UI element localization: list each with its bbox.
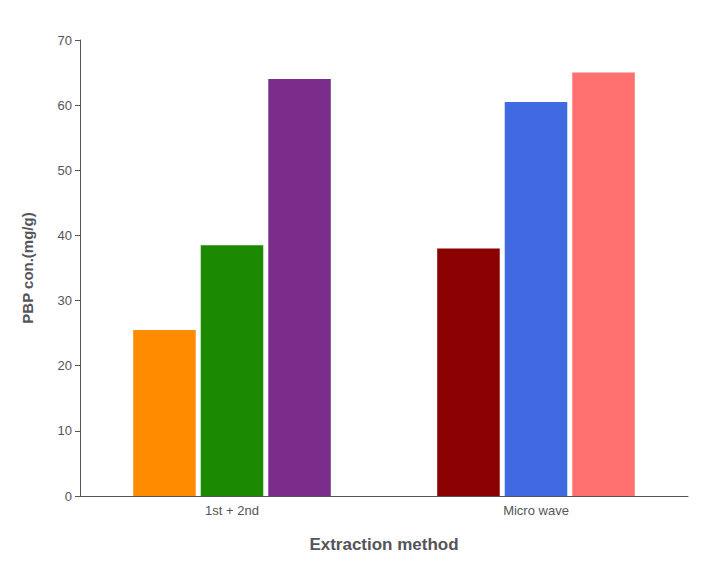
svg-text:0: 0 — [65, 489, 72, 504]
svg-text:20: 20 — [58, 358, 72, 373]
svg-text:30: 30 — [58, 293, 72, 308]
svg-text:70: 70 — [58, 33, 72, 48]
svg-text:1st + 2nd: 1st + 2nd — [205, 503, 259, 518]
svg-text:Micro wave: Micro wave — [503, 503, 569, 518]
svg-text:60: 60 — [58, 98, 72, 113]
svg-text:Extraction method: Extraction method — [309, 535, 458, 554]
svg-text:PBP con.(mg/g): PBP con.(mg/g) — [19, 212, 36, 323]
svg-text:50: 50 — [58, 163, 72, 178]
svg-text:40: 40 — [58, 228, 72, 243]
svg-text:10: 10 — [58, 423, 72, 438]
